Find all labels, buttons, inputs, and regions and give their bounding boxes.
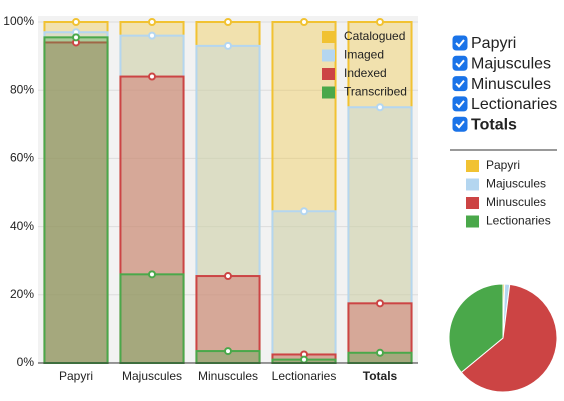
legend-label: Minuscules — [486, 195, 546, 209]
legend-label: Indexed — [344, 66, 387, 80]
checkbox[interactable] — [452, 96, 468, 112]
x-tick-label: Minuscules — [198, 369, 258, 383]
point-marker — [376, 18, 384, 26]
legend-swatch — [322, 86, 335, 99]
checkbox-label[interactable]: Totals — [471, 116, 517, 133]
checkmark — [455, 39, 465, 48]
plot-background — [38, 16, 418, 363]
point-marker — [300, 18, 308, 26]
point-marker — [300, 355, 308, 364]
point-marker — [376, 348, 384, 357]
legend-label: Papyri — [486, 158, 520, 172]
point-marker — [72, 33, 80, 42]
legend-swatch — [322, 68, 335, 80]
legend-label: Catalogued — [344, 29, 405, 43]
legend-label: Imaged — [344, 48, 384, 62]
pie-slice — [460, 283, 558, 393]
bar — [271, 210, 337, 364]
bar — [119, 273, 185, 364]
y-tick-label: 0% — [17, 355, 35, 369]
point-marker — [148, 31, 156, 40]
bar — [119, 34, 185, 364]
y-tick-label: 40% — [10, 219, 34, 233]
y-tick-label: 60% — [10, 151, 34, 165]
legend-label: Lectionaries — [486, 214, 551, 228]
checkmark — [455, 59, 465, 68]
x-tick-label: Papyri — [59, 369, 93, 383]
point-marker — [376, 299, 384, 308]
legend-swatch — [466, 197, 479, 209]
checkbox[interactable] — [452, 76, 468, 92]
y-tick-label: 20% — [10, 287, 34, 301]
y-tick-label: 100% — [3, 14, 34, 28]
x-tick-label: Totals — [363, 369, 398, 383]
x-tick-label: Majuscules — [122, 369, 182, 383]
point-marker — [224, 347, 232, 356]
checkbox-label[interactable]: Lectionaries — [471, 96, 557, 113]
point-marker — [300, 207, 308, 216]
bar — [347, 106, 413, 364]
point-marker — [148, 18, 156, 26]
y-tick-label: 80% — [10, 82, 34, 96]
checkbox[interactable] — [452, 35, 468, 51]
checkbox-label[interactable]: Minuscules — [471, 76, 551, 93]
legend-swatch — [466, 178, 479, 191]
point-marker — [224, 41, 232, 50]
point-marker — [224, 18, 232, 26]
legend-label: Majuscules — [486, 177, 546, 191]
checkbox[interactable] — [452, 116, 468, 132]
legend-label: Transcribed — [344, 85, 407, 99]
checkmark — [455, 120, 465, 129]
bar — [43, 41, 109, 365]
legend-swatch — [466, 160, 479, 172]
bar — [43, 36, 109, 364]
legend-swatch — [322, 31, 335, 43]
point-marker — [148, 270, 156, 279]
point-marker — [72, 18, 80, 26]
checkmark — [455, 79, 465, 89]
point-marker — [376, 103, 384, 112]
point-marker — [148, 72, 156, 81]
checkbox-label[interactable]: Papyri — [471, 35, 516, 52]
x-tick-label: Lectionaries — [272, 369, 337, 383]
legend-swatch — [466, 215, 479, 228]
checkmark — [455, 100, 465, 109]
point-marker — [224, 272, 232, 281]
legend-swatch — [322, 49, 335, 62]
checkbox[interactable] — [452, 55, 468, 71]
checkbox-label[interactable]: Majuscules — [471, 56, 551, 73]
pie-slice — [448, 283, 504, 374]
